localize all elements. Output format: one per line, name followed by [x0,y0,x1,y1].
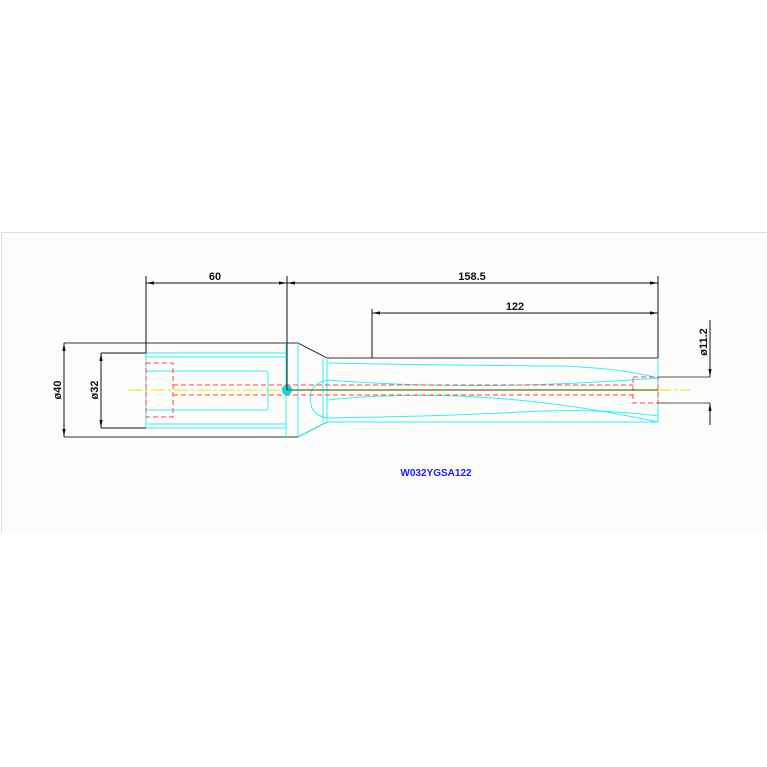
dim-60: 60 [209,271,221,283]
shank-lines [658,376,710,404]
dim-158-5: 158.5 [458,271,486,283]
dim-diameter-32: ø32 [89,381,101,400]
part-number: W032YGSA122 [400,468,472,479]
tool-body [145,343,659,438]
dim-diameter-11-2: ø11.2 [698,328,710,356]
dim-diameter-40: ø40 [52,381,64,400]
dimension-lines [62,276,712,437]
dim-122: 122 [506,301,524,313]
